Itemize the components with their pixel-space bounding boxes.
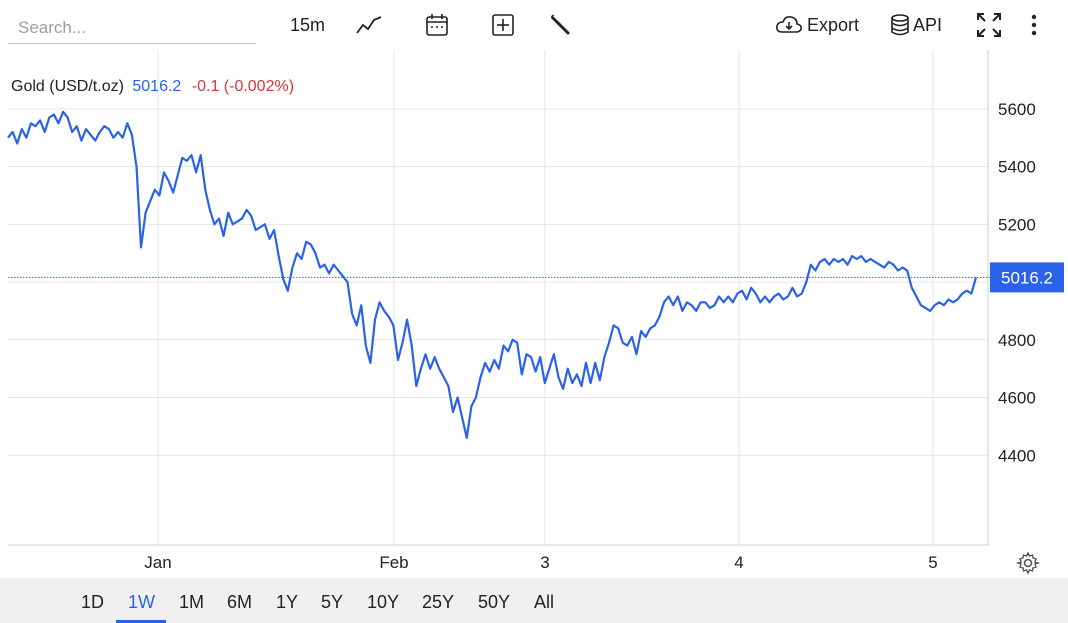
range-button-10y[interactable]: 10Y: [367, 592, 400, 612]
line-chart-icon[interactable]: [356, 10, 382, 40]
toolbar: 15m Export API: [0, 0, 1068, 50]
y-tick-label: 4600: [998, 389, 1036, 408]
x-tick-label: Jan: [144, 553, 171, 572]
x-tick-label: Feb: [379, 553, 408, 572]
range-button-1m[interactable]: 1M: [179, 592, 205, 612]
y-tick-label: 5200: [998, 215, 1036, 234]
y-tick-label: 5400: [998, 158, 1036, 177]
y-tick-label: 4400: [998, 446, 1036, 465]
last-value-badge: [990, 262, 1064, 293]
kebab-menu-icon[interactable]: [1030, 10, 1038, 40]
range-button-1w[interactable]: 1W: [128, 592, 155, 612]
series-line-gold: [7, 110, 978, 439]
range-button-all[interactable]: All: [534, 592, 555, 612]
y-tick-label: 4800: [998, 331, 1036, 350]
expand-icon[interactable]: [976, 10, 1002, 40]
plus-box-icon[interactable]: [491, 10, 515, 40]
range-button-5y[interactable]: 5Y: [321, 592, 344, 612]
range-button-6m[interactable]: 6M: [227, 592, 253, 612]
calendar-icon[interactable]: [425, 10, 449, 40]
api-label: API: [913, 14, 943, 35]
price-change: -0.1 (-0.002%): [191, 78, 295, 95]
range-button-1d[interactable]: 1D: [81, 592, 105, 612]
api-button[interactable]: API: [890, 10, 942, 40]
chart-legend: Gold (USD/t.oz) 5016.2 -0.1 (-0.002%): [11, 78, 294, 96]
range-bar: 1D 1W 1M 6M 1Y 5Y 10Y 25Y 50Y All: [0, 578, 1068, 623]
x-tick-label: 5: [928, 553, 937, 572]
last-value-label: 5016.2: [1001, 268, 1053, 287]
price-chart[interactable]: 4400460048005000520054005600JanFeb345501…: [0, 0, 1068, 578]
export-button[interactable]: Export: [775, 10, 859, 40]
cloud-download-icon: [776, 16, 802, 33]
range-button-25y[interactable]: 25Y: [422, 592, 455, 612]
x-tick-label: 3: [540, 553, 549, 572]
x-tick-label: 4: [734, 553, 743, 572]
export-label: Export: [807, 14, 860, 35]
database-icon: [891, 14, 909, 36]
search-input[interactable]: [8, 12, 256, 44]
range-button-50y[interactable]: 50Y: [478, 592, 511, 612]
instrument-name: Gold (USD/t.oz): [11, 78, 124, 95]
interval-selector[interactable]: 15m: [290, 14, 326, 35]
range-button-1y[interactable]: 1Y: [276, 592, 299, 612]
current-price: 5016.2: [132, 78, 182, 95]
wrench-icon[interactable]: [549, 10, 573, 40]
active-range-underline: [116, 620, 166, 623]
gear-icon[interactable]: [1015, 551, 1041, 580]
y-tick-label: 5600: [998, 100, 1036, 119]
